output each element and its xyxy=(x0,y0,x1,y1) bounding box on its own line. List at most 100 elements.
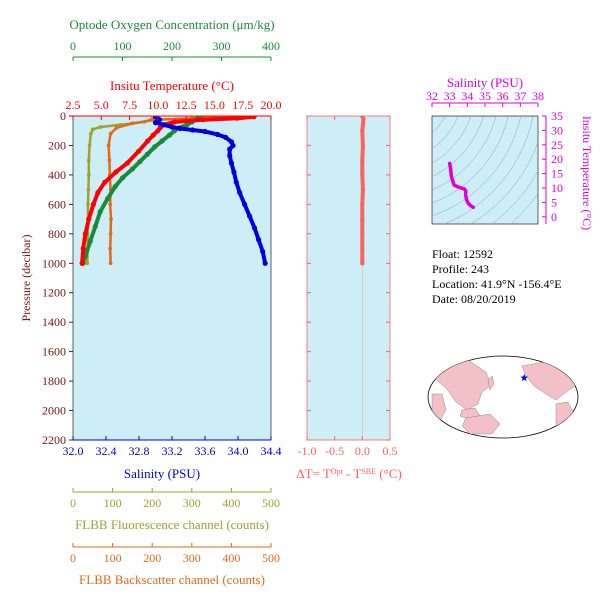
salinity-profile-point xyxy=(233,179,239,185)
salinity-profile-point xyxy=(230,142,236,149)
fluorescence-profile-point xyxy=(87,143,92,148)
ts-salinity-tick-label: 34 xyxy=(461,89,473,103)
delta-t-point xyxy=(360,172,365,178)
oxygen-profile-point xyxy=(152,144,158,150)
ts-temperature-tick-label: 35 xyxy=(551,109,563,123)
world-map xyxy=(427,355,579,439)
main-plot-area xyxy=(72,115,272,441)
backscatter-profile-point xyxy=(106,143,111,148)
backscatter-axis-tick-label: 200 xyxy=(143,551,161,565)
backscatter-profile-point xyxy=(108,131,113,136)
temperature-profile-point xyxy=(150,132,156,138)
fluorescence-profile-point xyxy=(86,173,91,177)
float-location: Location: 41.9°N -156.4°E xyxy=(432,277,562,291)
delta-t-point xyxy=(360,128,365,133)
backscatter-axis-tick-label: 500 xyxy=(262,551,280,565)
pressure-tick-label: 200 xyxy=(48,138,66,152)
ts-temperature-tick-label: 15 xyxy=(551,167,563,181)
salinity-axis-tick-label: 32.4 xyxy=(96,444,117,458)
ts-salinity-tick-label: 37 xyxy=(514,89,526,103)
ts-series xyxy=(447,161,475,210)
pressure-tick-label: 1400 xyxy=(42,315,66,329)
ts-salinity-tick-label: 38 xyxy=(532,89,544,103)
oxygen-axis-tick-label: 300 xyxy=(213,39,231,53)
backscatter-profile-point xyxy=(108,261,113,266)
salinity-profile-point xyxy=(190,127,196,133)
temperature-profile-point xyxy=(82,231,88,237)
pressure-tick-label: 1000 xyxy=(42,256,66,270)
australia-landmass xyxy=(461,413,501,435)
temperature-profile-point xyxy=(86,216,92,222)
fluorescence-axis-tick-label: 300 xyxy=(183,496,201,510)
salinity-profile-point xyxy=(169,124,175,130)
oxygen-axis-tick-label: 0 xyxy=(70,39,76,53)
pressure-tick-label: 800 xyxy=(48,227,66,241)
salinity-profile-point xyxy=(247,213,253,219)
ts-plot-area xyxy=(431,115,539,225)
oxygen-profile-point xyxy=(105,195,111,202)
oxygen-axis-label: Optode Oxygen Concentration (μm/kg) xyxy=(69,17,274,32)
delta-t-point xyxy=(360,122,366,128)
delta-t-axis-label: ΔT= TOpt - TSBE (°C) xyxy=(296,466,402,481)
delta-t-tick-label: -0.5 xyxy=(325,444,344,458)
delta-t-tick-label: 0.5 xyxy=(383,444,398,458)
japan-island xyxy=(487,375,495,391)
pressure-axis-label: Pressure (decibar) xyxy=(19,235,33,322)
temperature-axis-tick-label: 12.5 xyxy=(176,98,197,112)
backscatter-axis-tick-label: 400 xyxy=(222,551,240,565)
delta-t-point xyxy=(360,158,365,163)
star-icon xyxy=(520,373,528,382)
fluorescence-profile-point xyxy=(85,261,90,266)
temperature-profile-point xyxy=(124,160,130,166)
temperature-profile-point xyxy=(90,201,96,207)
ts-salinity-axis-label: Salinity (PSU) xyxy=(447,75,523,90)
pressure-tick-label: 600 xyxy=(48,197,66,211)
salinity-profile-point xyxy=(227,146,233,152)
fluorescence-profile-point xyxy=(86,187,91,192)
oxygen-profile-point xyxy=(97,209,103,215)
salinity-axis-tick-label: 32.0 xyxy=(63,444,84,458)
ts-salinity-tick-label: 33 xyxy=(444,89,456,103)
salinity-profile-point xyxy=(227,153,233,159)
temperature-profile-point xyxy=(172,119,178,125)
ts-temperature-tick-label: 10 xyxy=(551,181,563,195)
main-profile-series xyxy=(79,116,268,266)
salinity-axis-tick-label: 34.4 xyxy=(261,444,282,458)
oxygen-axis-tick-label: 400 xyxy=(262,39,280,53)
salinity-profile-point xyxy=(152,116,159,120)
fluorescence-profile-point xyxy=(90,127,95,132)
temperature-axis-tick-label: 5.0 xyxy=(94,98,109,112)
oxygen-profile-point xyxy=(92,223,98,230)
profile-number: Profile: 243 xyxy=(432,262,489,276)
backscatter-profile-point xyxy=(107,158,112,163)
pressure-tick-label: 1800 xyxy=(42,374,66,388)
temperature-axis-tick-label: 17.5 xyxy=(232,98,253,112)
asia-landmass xyxy=(431,359,492,411)
delta-t-point xyxy=(360,143,366,148)
delta-t-point xyxy=(360,202,365,207)
backscatter-axis-tick-label: 0 xyxy=(70,551,76,565)
temperature-profile-point xyxy=(113,169,119,175)
pressure-tick-label: 1200 xyxy=(42,286,66,300)
temperature-axis-tick-label: 10.0 xyxy=(147,98,168,112)
fluorescence-axis-label: FLBB Fluorescence channel (counts) xyxy=(75,517,269,532)
ts-density-contour xyxy=(348,47,428,127)
oxygen-profile-point xyxy=(87,238,93,244)
fluorescence-axis-tick-label: 500 xyxy=(262,496,280,510)
backscatter-profile-point xyxy=(130,121,135,126)
ts-temperature-tick-label: 30 xyxy=(551,123,563,137)
fluorescence-profile-point xyxy=(86,158,91,163)
delta-t-series xyxy=(360,116,366,440)
pressure-tick-label: 1600 xyxy=(42,345,66,359)
ts-temperature-tick-label: 20 xyxy=(551,152,563,166)
pressure-axis: 0 200 400 600 800 1000 1200 1400 1600 1800 2000 220… xyxy=(42,109,73,447)
ts-temperature-tick-label: 0 xyxy=(551,210,557,224)
salinity-axis-tick-label: 34.0 xyxy=(228,444,249,458)
delta-t-point xyxy=(360,216,365,222)
pressure-tick-label: 0 xyxy=(60,109,66,123)
temperature-profile-point xyxy=(234,116,240,121)
oxygen-axis-tick-label: 200 xyxy=(163,39,181,53)
ts-salinity-tick-label: 35 xyxy=(479,89,491,103)
salinity-axis-tick-label: 33.6 xyxy=(195,444,216,458)
pressure-tick-label: 2200 xyxy=(42,433,66,447)
